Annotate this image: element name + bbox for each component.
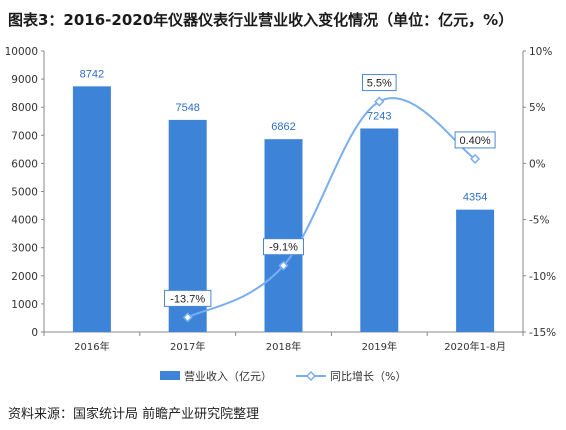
left-tick-label: 6000: [11, 158, 38, 170]
line-point: [374, 96, 385, 107]
pct-label: 0.40%: [459, 135, 490, 147]
pct-label-box: [362, 74, 397, 92]
right-tick-label: 10%: [529, 46, 552, 58]
left-tick-label: 7000: [11, 130, 38, 142]
right-tick-label: 0%: [529, 158, 546, 170]
left-tick-label: 2000: [11, 271, 38, 283]
legend-line-marker: [305, 370, 317, 382]
bar: [456, 209, 495, 332]
bar-value-label: 4354: [463, 192, 487, 204]
pct-label: -13.7%: [170, 293, 205, 305]
bar: [72, 86, 111, 333]
bar: [264, 139, 303, 332]
source-note: 资料来源：国家统计局 前瞻产业研究院整理: [8, 407, 260, 422]
right-tick-label: 5%: [529, 102, 546, 114]
left-tick-label: 1000: [11, 299, 38, 311]
left-tick-label: 3000: [11, 243, 38, 255]
right-tick-label: -5%: [529, 215, 549, 227]
line-point: [182, 312, 193, 323]
bar-value-label: 7243: [367, 110, 391, 122]
x-tick-label: 2018年: [266, 340, 301, 353]
pct-label: -9.1%: [269, 242, 298, 254]
left-tick-label: 0: [31, 327, 38, 339]
legend-line-label: 同比增长（%）: [330, 369, 406, 383]
growth-line: [187, 97, 476, 319]
right-tick-label: -10%: [529, 271, 556, 283]
left-tick-label: 8000: [11, 102, 38, 114]
bar: [360, 128, 399, 332]
pct-label: 5.5%: [367, 78, 392, 90]
left-tick-label: 9000: [11, 74, 38, 86]
legend-bar-swatch: [160, 371, 180, 380]
pct-label-box: [263, 238, 304, 256]
x-tick-label: 2019年: [362, 340, 397, 353]
bar-value-label: 7548: [175, 102, 199, 114]
left-tick-label: 10000: [5, 46, 38, 58]
x-tick-label: 2020年1-8月: [444, 340, 506, 353]
x-tick-label: 2016年: [74, 340, 109, 353]
pct-label-box: [164, 289, 212, 307]
x-tick-label: 2017年: [170, 340, 205, 353]
line-point: [278, 260, 289, 271]
bar-value-label: 6862: [271, 121, 295, 133]
left-tick-label: 5000: [11, 187, 38, 199]
left-tick-label: 4000: [11, 215, 38, 227]
line-point: [470, 153, 481, 164]
bar-value-label: 8742: [80, 68, 104, 80]
pct-label-box: [454, 131, 496, 149]
chart-title: 图表3：2016-2020年仪器仪表行业营业收入变化情况（单位：亿元，%）: [8, 11, 514, 29]
legend-bar-label: 营业收入（亿元）: [184, 369, 272, 383]
right-tick-label: -15%: [529, 327, 556, 339]
